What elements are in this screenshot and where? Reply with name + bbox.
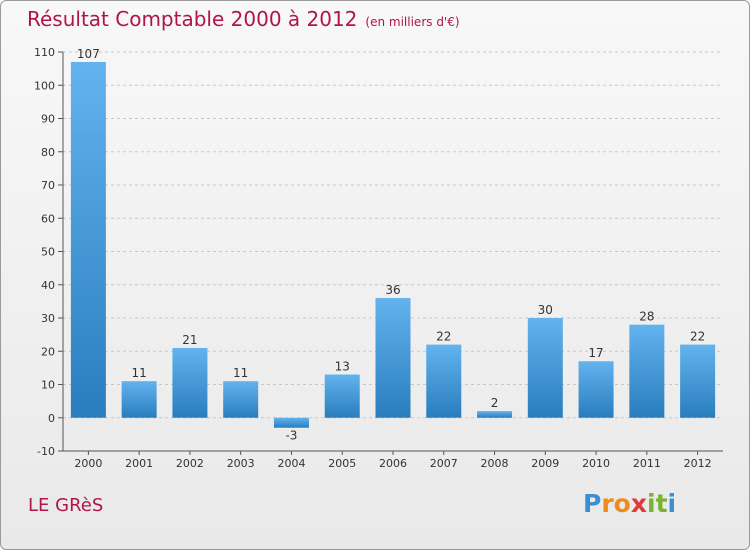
y-tick-label: 50	[41, 246, 55, 259]
x-tick-label: 2005	[328, 457, 356, 470]
commune-name: LE GRèS	[28, 495, 104, 516]
logo-letter: t	[655, 489, 668, 518]
logo-letter: i	[667, 489, 677, 518]
logo-letter: x	[630, 489, 647, 518]
x-axis-ticks: 2000 2001 2002 2003 2004 2005 2006 2007 2008 2009…	[74, 451, 712, 470]
y-tick-label: 110	[34, 46, 55, 59]
logo-letter: o	[613, 489, 631, 518]
bar	[172, 347, 208, 418]
chart-subtitle: (en milliers d'€)	[365, 15, 460, 29]
y-tick-label: 90	[41, 113, 55, 126]
y-axis-ticks: -10 0 10 20 30 40 50 60 70 80 90 100 110	[34, 46, 63, 458]
logo-letter: P	[583, 489, 602, 518]
bar	[324, 374, 360, 418]
data-label: 36	[385, 283, 400, 297]
data-label: 21	[182, 333, 197, 347]
bar	[426, 344, 462, 418]
data-label: 2	[491, 396, 499, 410]
y-tick-label: 100	[34, 79, 55, 92]
x-tick-label: 2012	[684, 457, 712, 470]
x-tick-label: 2009	[531, 457, 559, 470]
data-label: 11	[132, 366, 147, 380]
bar	[578, 361, 614, 418]
y-tick-label: 0	[48, 412, 55, 425]
x-tick-label: 2010	[582, 457, 610, 470]
data-label: 30	[538, 303, 553, 317]
x-tick-label: 2002	[176, 457, 204, 470]
x-tick-label: 2011	[633, 457, 661, 470]
y-tick-label: 60	[41, 212, 55, 225]
y-tick-label: 20	[41, 345, 55, 358]
y-tick-label: 10	[41, 379, 55, 392]
y-tick-label: 80	[41, 146, 55, 159]
x-tick-label: 2007	[430, 457, 458, 470]
x-tick-label: 2000	[74, 457, 102, 470]
bar	[527, 318, 563, 418]
data-label: -3	[285, 429, 297, 443]
data-label: 22	[436, 330, 451, 344]
x-tick-label: 2001	[125, 457, 153, 470]
data-label: 11	[233, 366, 248, 380]
bar	[477, 411, 513, 418]
logo-letter: r	[601, 489, 614, 518]
data-label: 17	[588, 346, 603, 360]
chart-title-block: Résultat Comptable 2000 à 2012 (en millie…	[27, 7, 460, 31]
x-tick-label: 2004	[277, 457, 305, 470]
x-tick-label: 2006	[379, 457, 407, 470]
y-tick-label: 70	[41, 179, 55, 192]
bar	[629, 324, 665, 418]
bar	[680, 344, 716, 418]
x-tick-label: 2008	[481, 457, 509, 470]
y-tick-label: 40	[41, 279, 55, 292]
x-tick-label: 2003	[227, 457, 255, 470]
chart-title: Résultat Comptable 2000 à 2012	[27, 7, 358, 31]
data-label: 22	[690, 330, 705, 344]
bar	[273, 417, 309, 428]
bar	[121, 381, 157, 418]
bar	[223, 381, 259, 418]
data-label: 13	[335, 360, 350, 374]
bar	[70, 61, 106, 418]
data-label: 28	[639, 310, 654, 324]
proxiti-logo: Proxiti	[583, 489, 676, 518]
bar	[375, 298, 411, 418]
data-label: 107	[77, 47, 100, 61]
y-tick-label: -10	[37, 445, 55, 458]
logo-letter: i	[647, 489, 656, 518]
y-tick-label: 30	[41, 312, 55, 325]
